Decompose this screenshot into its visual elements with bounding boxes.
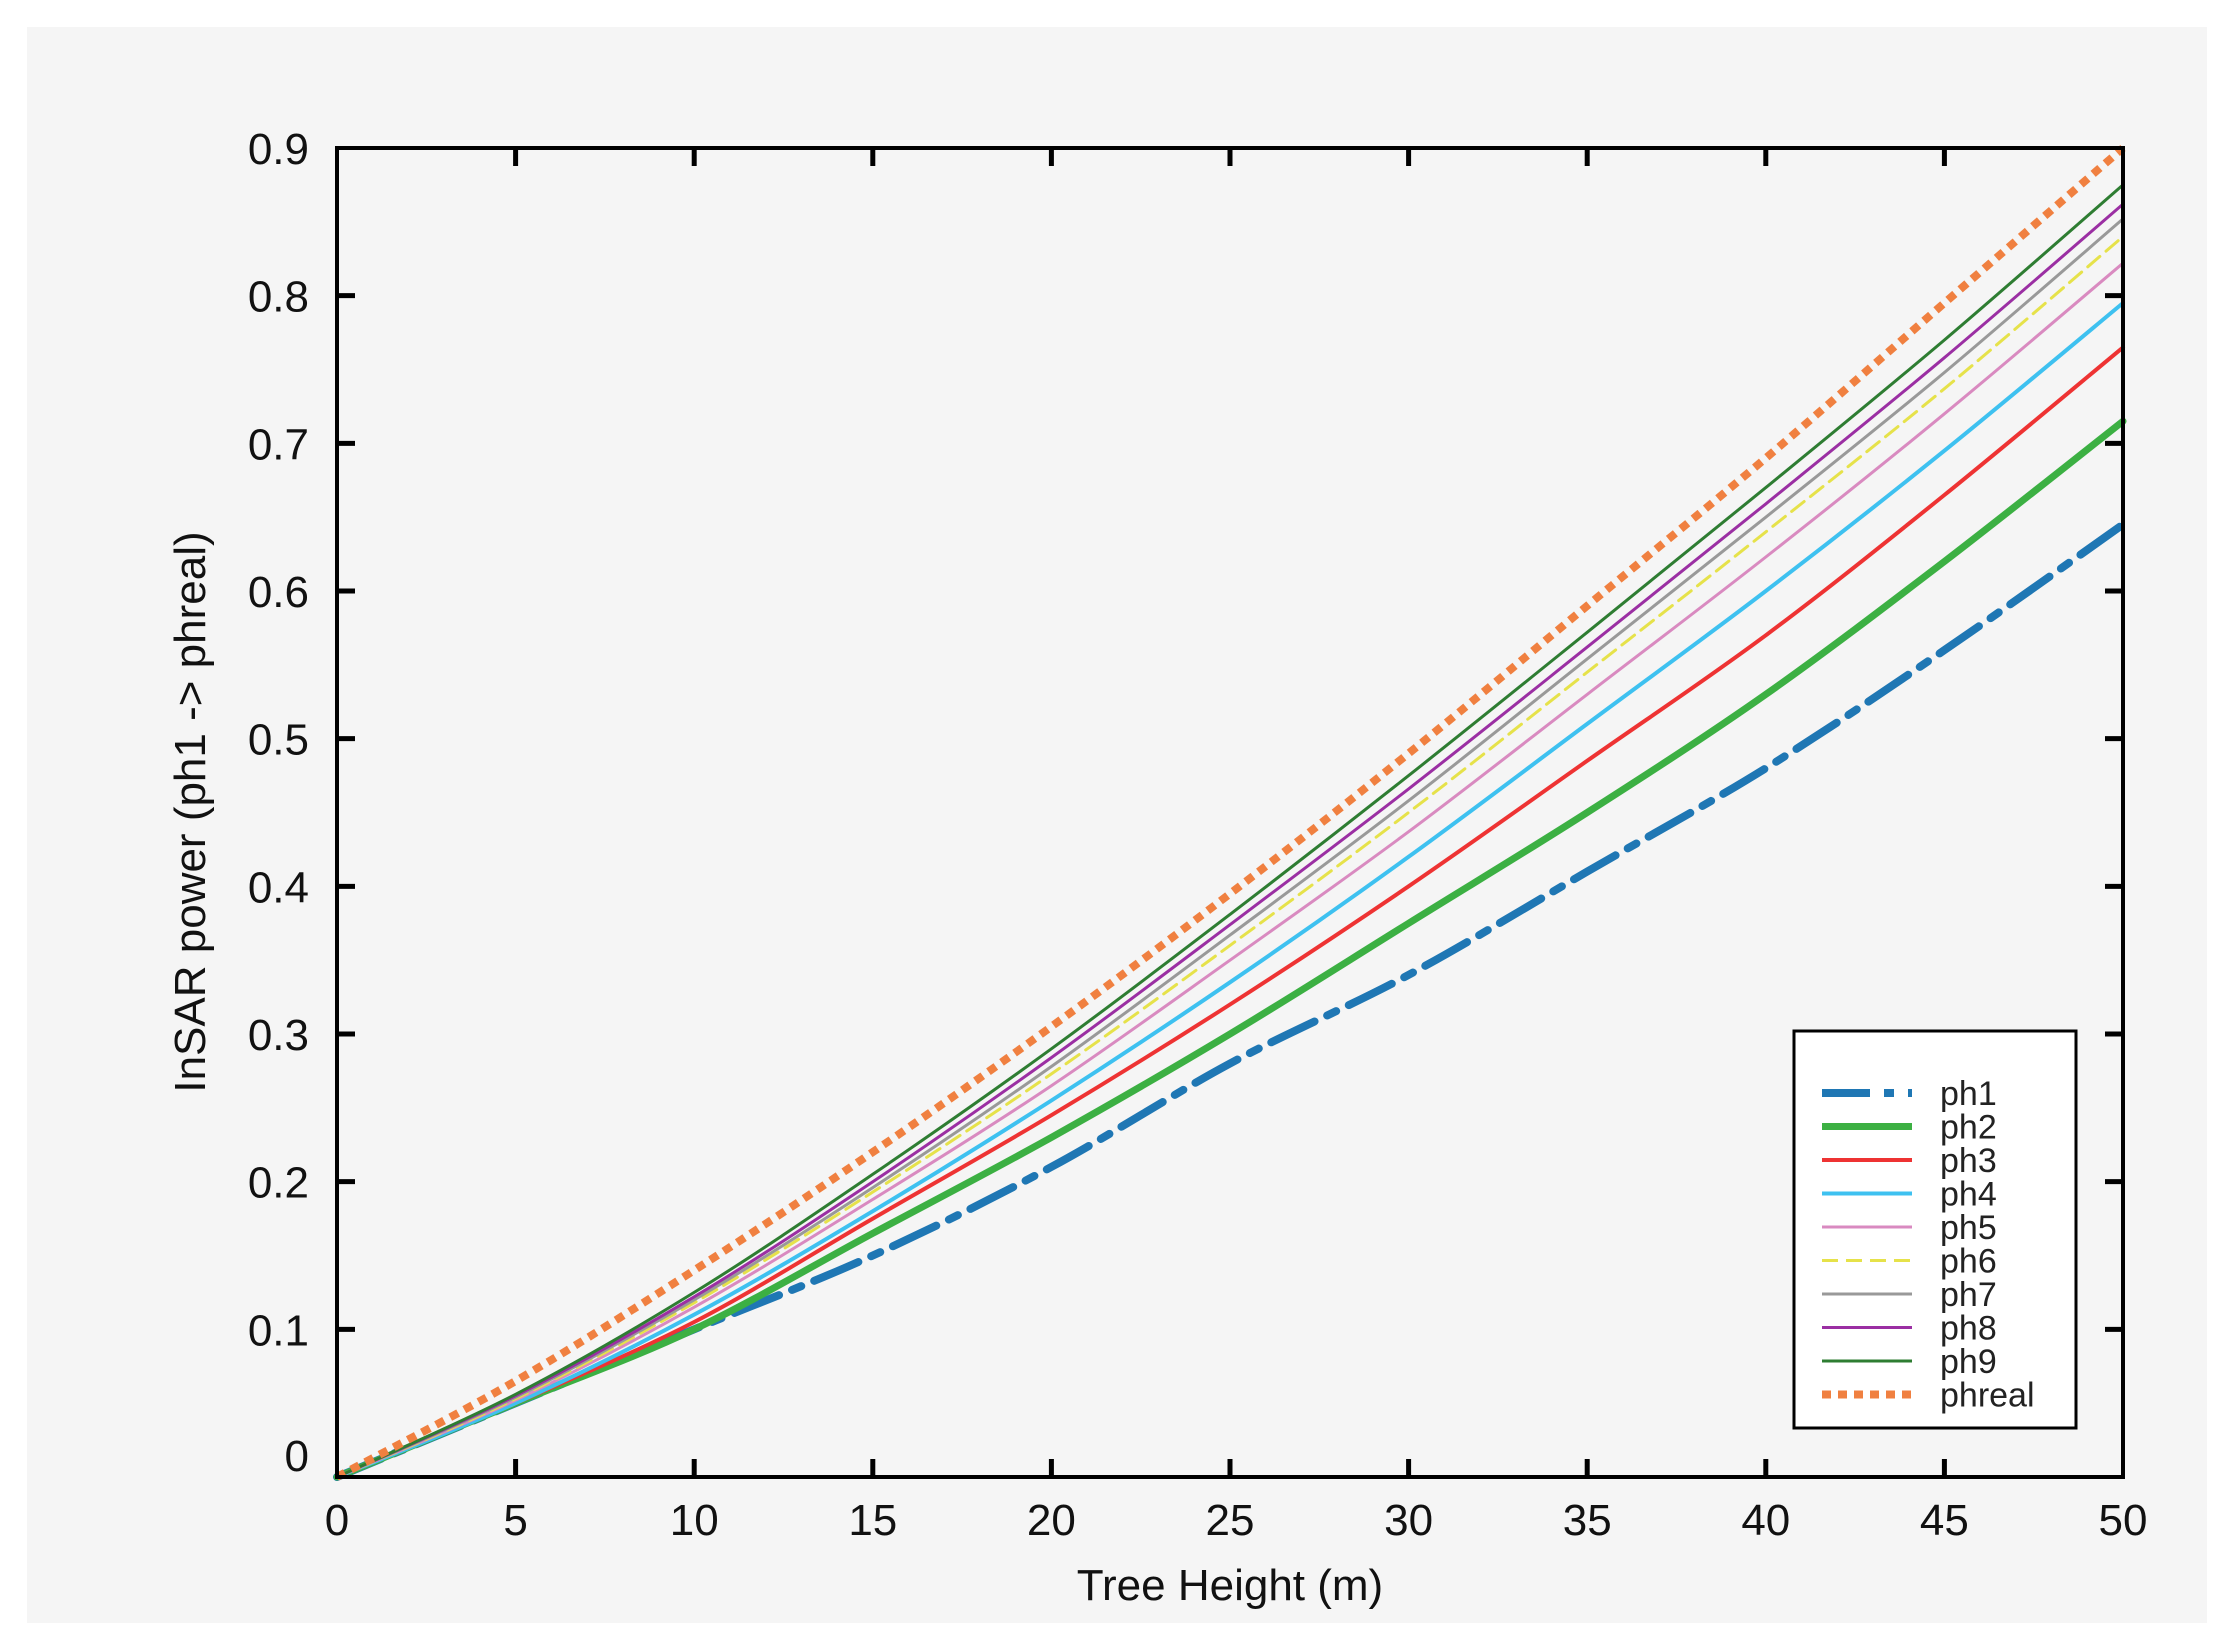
x-tick-label: 0 <box>325 1496 349 1545</box>
legend-label-ph6: ph6 <box>1940 1243 1997 1281</box>
y-tick-label: 0.9 <box>248 125 309 174</box>
x-tick-label: 40 <box>1741 1496 1790 1545</box>
x-tick-label: 10 <box>670 1496 719 1545</box>
x-axis-title: Tree Height (m) <box>1077 1561 1383 1610</box>
series-lines <box>333 144 2127 1481</box>
legend-label-ph9: ph9 <box>1940 1343 1997 1381</box>
y-tick-label: 0.8 <box>248 273 309 322</box>
legend-label-ph2: ph2 <box>1940 1109 1997 1147</box>
x-tick-label: 45 <box>1920 1496 1969 1545</box>
series-line-ph4 <box>335 301 2125 1479</box>
series-line-ph8 <box>335 202 2125 1479</box>
legend-label-phreal: phreal <box>1940 1377 2035 1415</box>
series-line-ph2 <box>333 417 2127 1481</box>
legend-label-ph8: ph8 <box>1940 1310 1997 1348</box>
axis-ticks: 0 5 10 15 20 25 30 35 40 45 50 0 0.1 0.2 0.3 0.4 0.5 0.6 0… <box>248 125 2148 1545</box>
series-line-ph6 <box>335 235 2125 1479</box>
y-tick-label: 0.5 <box>248 716 309 765</box>
line-chart: 0 5 10 15 20 25 30 35 40 45 50 0 0.1 0.2 0.3 0.4 0.5 0.6 0… <box>166 125 2148 1610</box>
y-tick-label: 0 <box>285 1432 309 1481</box>
figure-panel: 0 5 10 15 20 25 30 35 40 45 50 0 0.1 0.2 0.3 0.4 0.5 0.6 0… <box>27 27 2207 1623</box>
x-tick-label: 30 <box>1384 1496 1433 1545</box>
x-tick-label: 25 <box>1206 1496 1255 1545</box>
series-line-ph3 <box>335 345 2125 1479</box>
y-tick-label: 0.3 <box>248 1011 309 1060</box>
x-tick-label: 50 <box>2099 1496 2148 1545</box>
y-tick-label: 0.7 <box>248 420 309 469</box>
y-tick-label: 0.1 <box>248 1306 309 1355</box>
x-tick-label: 15 <box>848 1496 897 1545</box>
x-tick-label: 35 <box>1563 1496 1612 1545</box>
legend-label-ph5: ph5 <box>1940 1209 1997 1247</box>
series-line-ph7 <box>335 217 2125 1479</box>
y-tick-label: 0.2 <box>248 1159 309 1208</box>
legend-label-ph3: ph3 <box>1940 1142 1997 1180</box>
legend-label-ph1: ph1 <box>1940 1075 1997 1113</box>
y-tick-label: 0.4 <box>248 863 309 912</box>
series-line-ph5 <box>335 261 2125 1479</box>
series-line-ph9 <box>335 183 2125 1479</box>
legend-label-ph4: ph4 <box>1940 1176 1997 1214</box>
legend-label-ph7: ph7 <box>1940 1276 1997 1314</box>
y-axis-title: InSAR power (ph1 -> phreal) <box>166 531 215 1092</box>
y-tick-label: 0.6 <box>248 568 309 617</box>
x-tick-label: 5 <box>503 1496 527 1545</box>
series-line-phreal <box>335 144 2126 1481</box>
x-tick-label: 20 <box>1027 1496 1076 1545</box>
